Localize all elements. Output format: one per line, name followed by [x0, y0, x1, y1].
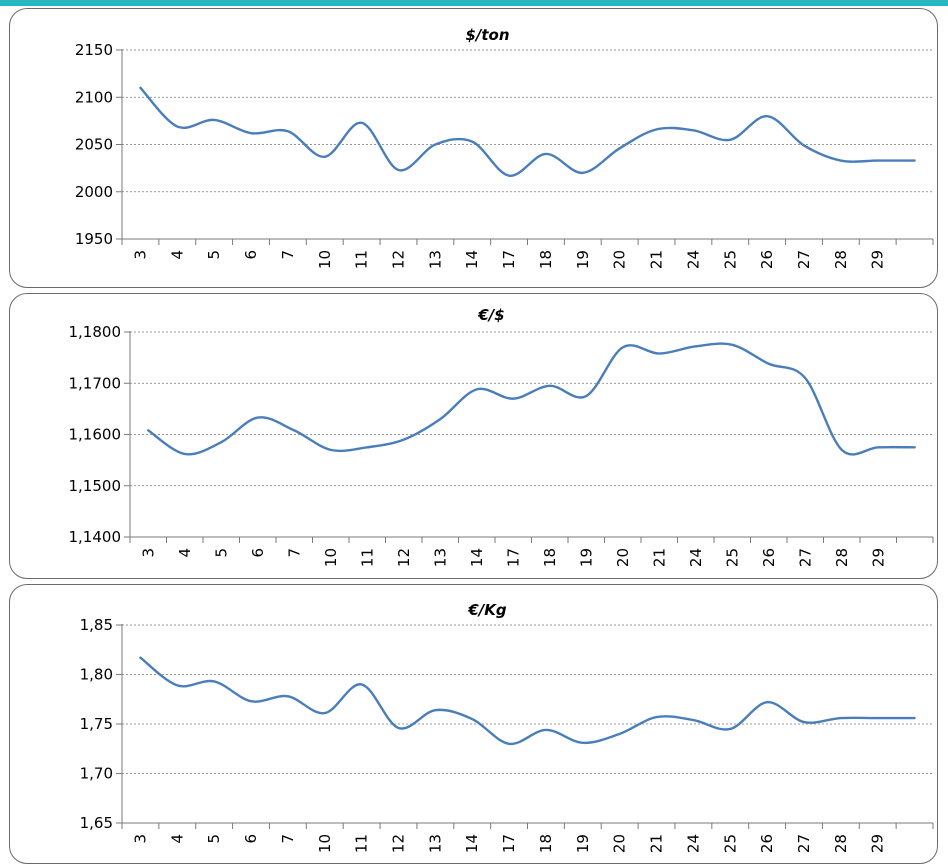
chart-title: €/Kg: [467, 601, 507, 619]
x-tick-label: 21: [648, 250, 666, 269]
y-tick-label: 1,1400: [69, 528, 122, 546]
x-tick-label: 10: [316, 250, 334, 269]
x-tick-label: 3: [131, 834, 149, 844]
x-tick-label: 11: [353, 834, 371, 853]
x-tick-label: 25: [721, 834, 739, 853]
x-tick-label: 6: [249, 548, 267, 558]
x-tick-label: 13: [426, 834, 444, 853]
y-tick-label: 1,1800: [69, 323, 122, 341]
x-tick-label: 14: [463, 250, 481, 269]
x-tick-label: 14: [463, 834, 481, 853]
x-tick-label: 14: [468, 548, 486, 567]
x-tick-label: 11: [353, 250, 371, 269]
x-tick-label: 7: [285, 548, 303, 558]
x-tick-label: 17: [500, 834, 518, 853]
chart-panel-usd-per-ton: 1950 2000 2050 2100 2150 3 4 5 6 7 10 11 12 13 14 17 18 1…: [9, 8, 938, 288]
y-tick-label: 1,75: [80, 715, 113, 733]
x-tick-label: 5: [205, 250, 223, 260]
y-tick-label: 1,80: [80, 666, 113, 684]
x-tick-label: 3: [139, 548, 157, 558]
x-tick-label: 20: [614, 548, 632, 567]
x-tick-label: 24: [684, 250, 702, 269]
x-tick-label: 18: [541, 548, 559, 567]
x-tick-label: 5: [212, 548, 230, 558]
y-tick-label: 2000: [75, 183, 113, 201]
x-tick-label: 29: [869, 250, 887, 269]
x-tick-label: 25: [723, 548, 741, 567]
x-tick-label: 19: [574, 834, 592, 853]
x-tick-label: 11: [358, 548, 376, 567]
x-tick-label: 10: [316, 834, 334, 853]
x-tick-label: 19: [574, 250, 592, 269]
x-tick-label: 4: [168, 834, 186, 844]
x-tick-label: 7: [279, 834, 297, 844]
x-tick-label: 17: [504, 548, 522, 567]
chart-svg-eur-usd: 1,1400 1,1500 1,1600 1,1700 1,1800 3 4 5 6 7 10 11 1…: [69, 306, 934, 567]
x-tick-label: 6: [242, 834, 260, 844]
series-line-eur-usd: [147, 342, 916, 456]
chart-title: €/$: [477, 306, 504, 324]
x-tick-label: 3: [131, 250, 149, 260]
series-line-eur-per-kg: [139, 656, 916, 746]
x-tick-label: 13: [431, 548, 449, 567]
x-tick-label: 10: [322, 548, 340, 567]
y-tick-label: 1,65: [80, 814, 113, 832]
y-tick-label: 1,1700: [69, 374, 122, 392]
y-tick-label: 1,1500: [69, 477, 122, 495]
x-tick-label: 26: [758, 834, 776, 853]
x-tick-label: 26: [758, 250, 776, 269]
y-tick-label: 1,85: [80, 616, 113, 634]
chart-panel-eur-per-kg: 1,65 1,70 1,75 1,80 1,85 3 4 5 6 7 10 11 12 13 14 17 18 1…: [9, 584, 938, 864]
x-tick-label: 7: [279, 250, 297, 260]
x-tick-label: 27: [795, 250, 813, 269]
x-tick-label: 29: [869, 834, 887, 853]
x-tick-label: 4: [168, 250, 186, 260]
x-tick-label: 12: [389, 250, 407, 269]
x-tick-label: 24: [687, 548, 705, 567]
x-tick-label: 12: [389, 834, 407, 853]
x-tick-label: 28: [832, 834, 850, 853]
accent-top-bar: [0, 0, 948, 6]
y-tick-label: 2150: [75, 41, 113, 59]
x-tick-label: 20: [611, 834, 629, 853]
x-tick-label: 19: [577, 548, 595, 567]
x-tick-label: 20: [611, 250, 629, 269]
y-tick-label: 1950: [75, 230, 113, 248]
x-tick-label: 12: [395, 548, 413, 567]
x-tick-label: 21: [650, 548, 668, 567]
y-tick-label: 1,1600: [69, 426, 122, 444]
x-tick-label: 25: [721, 250, 739, 269]
chart-svg-eur-per-kg: 1,65 1,70 1,75 1,80 1,85 3 4 5 6 7 10 11 12 13 14 17 18 1…: [80, 601, 934, 853]
series-line-usd-per-ton: [139, 86, 916, 177]
x-tick-label: 26: [760, 548, 778, 567]
x-tick-label: 18: [537, 250, 555, 269]
x-tick-label: 24: [684, 834, 702, 853]
y-tick-label: 1,70: [80, 765, 113, 783]
x-tick-label: 29: [869, 548, 887, 567]
x-tick-label: 6: [242, 250, 260, 260]
x-tick-label: 4: [176, 548, 194, 558]
x-tick-label: 27: [795, 834, 813, 853]
x-tick-label: 27: [796, 548, 814, 567]
chart-title: $/ton: [465, 26, 509, 44]
x-tick-label: 17: [500, 250, 518, 269]
y-tick-label: 2050: [75, 136, 113, 154]
x-tick-label: 28: [832, 250, 850, 269]
x-tick-label: 5: [205, 834, 223, 844]
y-tick-label: 2100: [75, 88, 113, 106]
x-tick-label: 21: [648, 834, 666, 853]
chart-svg-usd-per-ton: 1950 2000 2050 2100 2150 3 4 5 6 7 10 11 12 13 14 17 18 1…: [75, 26, 934, 269]
x-tick-label: 28: [833, 548, 851, 567]
x-tick-label: 13: [426, 250, 444, 269]
chart-panel-eur-usd: 1,1400 1,1500 1,1600 1,1700 1,1800 3 4 5 6 7 10 11 1…: [9, 293, 938, 579]
x-tick-label: 18: [537, 834, 555, 853]
